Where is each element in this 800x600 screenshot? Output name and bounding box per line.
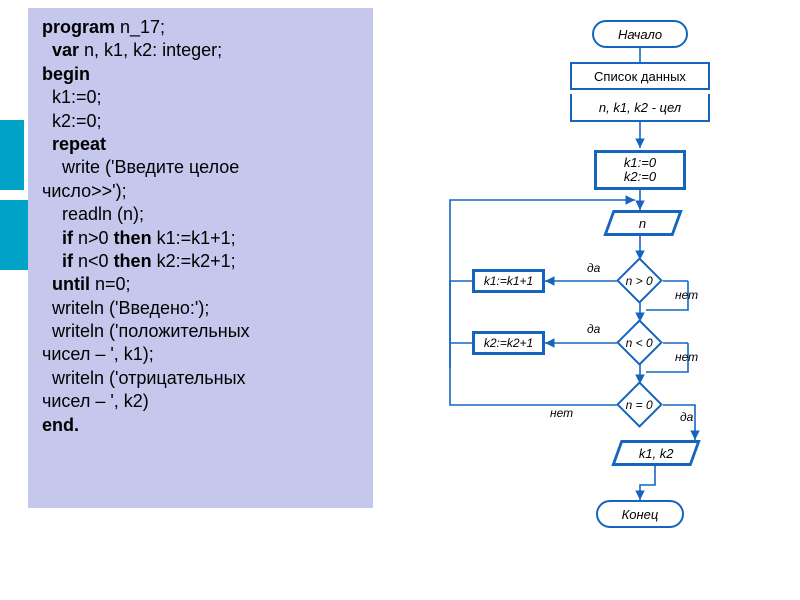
node-k1inc: k1:=k1+1 (472, 269, 545, 293)
node-decision-3: n = 0 (616, 381, 663, 428)
code-line: чисел – ', k2) (42, 390, 365, 413)
code-line: readln (n); (42, 203, 365, 226)
code-line: writeln ('положительных (42, 320, 365, 343)
code-line: writeln ('отрицательных (42, 367, 365, 390)
code-line: if n<0 then k2:=k2+1; (42, 250, 365, 273)
code-line: write ('Введите целое (42, 156, 365, 179)
label-no-3-loop: нет (550, 406, 573, 420)
node-end: Конец (596, 500, 684, 528)
node-decision-2: n < 0 (616, 319, 663, 366)
code-line: k1:=0; (42, 86, 365, 109)
label-yes-3: да (680, 410, 693, 424)
node-data-vars: n, k1, k2 - цел (570, 94, 710, 122)
node-output: k1, k2 (611, 440, 700, 466)
node-start: Начало (592, 20, 688, 48)
code-line: until n=0; (42, 273, 365, 296)
code-line: var n, k1, k2: integer; (42, 39, 365, 62)
label-yes-1: да (587, 261, 600, 275)
code-line: repeat (42, 133, 365, 156)
label-no-2: нет (675, 350, 698, 364)
code-line: end. (42, 414, 365, 437)
label-no-1: нет (675, 288, 698, 302)
code-line: writeln ('Введено:'); (42, 297, 365, 320)
code-line: begin (42, 63, 365, 86)
node-input-n: n (603, 210, 682, 236)
label-yes-2: да (587, 322, 600, 336)
code-line: program n_17; (42, 16, 365, 39)
node-init: k1:=0 k2:=0 (594, 150, 686, 190)
code-line: if n>0 then k1:=k1+1; (42, 227, 365, 250)
code-line: число>>'); (42, 180, 365, 203)
node-decision-1: n > 0 (616, 257, 663, 304)
node-k2inc: k2:=k2+1 (472, 331, 545, 355)
code-line: k2:=0; (42, 110, 365, 133)
flowchart: Начало Список данных n, k1, k2 - цел k1:… (430, 10, 790, 550)
code-line: чисел – ', k1); (42, 343, 365, 366)
node-data-header: Список данных (570, 62, 710, 90)
teal-bar-top (0, 120, 24, 190)
code-block: program n_17; var n, k1, k2: integer;beg… (28, 8, 373, 508)
